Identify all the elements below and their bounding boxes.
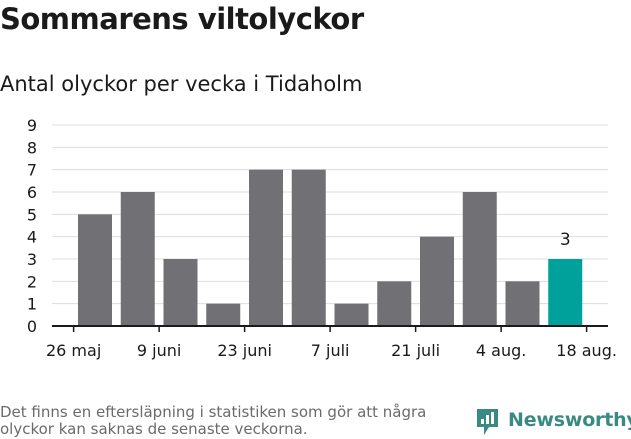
bar <box>120 192 155 326</box>
bar <box>462 192 497 326</box>
newsworthy-logo-icon <box>477 409 498 435</box>
bar <box>78 214 112 326</box>
bar <box>206 303 241 326</box>
x-tick-label: 9 juni <box>137 341 181 360</box>
bar <box>334 303 369 326</box>
y-tick-label: 8 <box>27 138 37 157</box>
brand: Newsworthy <box>475 407 631 439</box>
bar <box>163 259 198 326</box>
y-tick-label: 0 <box>27 317 37 336</box>
footnote: Det finns en eftersläpning i statistiken… <box>0 403 427 438</box>
bar <box>548 259 583 326</box>
x-tick-label: 18 aug. <box>556 341 617 360</box>
brand-name: Newsworthy <box>508 409 631 431</box>
bar <box>377 281 412 326</box>
x-tick-label: 23 juni <box>217 341 272 360</box>
y-tick-label: 9 <box>27 116 37 135</box>
x-tick-label: 4 aug. <box>476 341 526 360</box>
y-tick-label: 2 <box>27 272 37 291</box>
y-tick-label: 6 <box>27 183 37 202</box>
bar <box>291 169 326 326</box>
y-tick-label: 4 <box>27 228 37 247</box>
bar <box>249 169 283 326</box>
y-tick-label: 1 <box>27 295 37 314</box>
y-tick-label: 3 <box>27 250 37 269</box>
y-tick-label: 5 <box>27 205 37 224</box>
x-tick-label: 7 juli <box>311 341 350 360</box>
y-tick-label: 7 <box>27 161 37 180</box>
chart-subtitle: Antal olyckor per vecka i Tidaholm <box>0 72 363 96</box>
bar <box>505 281 540 326</box>
bar-chart: 0 1 2 3 4 5 6 7 8 9 3 26 maj 9 juni 23 juni 7 juli 21 j… <box>27 116 617 360</box>
x-tick-label: 21 juli <box>391 341 440 360</box>
data-label: 3 <box>560 230 571 250</box>
chart-title: Sommarens viltolyckor <box>0 2 364 36</box>
x-tick-label: 26 maj <box>46 341 101 360</box>
bar <box>420 236 454 326</box>
